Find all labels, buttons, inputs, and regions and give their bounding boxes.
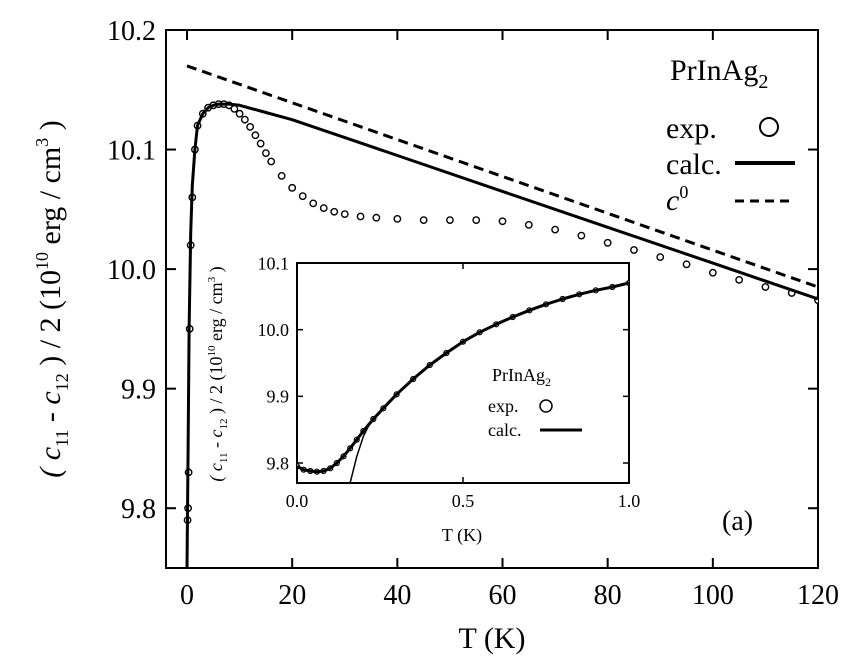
calc-line bbox=[185, 102, 818, 568]
y-tick-label: 10.2 bbox=[107, 16, 156, 47]
y-tick-label: 10.0 bbox=[107, 255, 156, 286]
exp-data-point bbox=[682, 260, 691, 269]
exp-data-point bbox=[277, 171, 286, 180]
main-legend-calc-label: calc. bbox=[666, 148, 722, 181]
x-tick-label: 80 bbox=[594, 580, 622, 611]
y-tick-label: 10.1 bbox=[258, 253, 290, 273]
exp-data-point bbox=[524, 220, 533, 229]
main-x-axis-label: T (K) bbox=[459, 622, 526, 655]
exp-data-point bbox=[256, 139, 265, 148]
inset-series bbox=[297, 279, 629, 483]
exp-data-point bbox=[656, 253, 665, 262]
main-legend-exp-label: exp. bbox=[666, 112, 717, 145]
inset-y-ticks: 9.8 9.9 10.0 10.1 bbox=[258, 253, 629, 473]
main-x-ticks: 0 20 40 60 80 100 120 bbox=[180, 30, 839, 611]
exp-data-point bbox=[393, 214, 402, 223]
y-tick-label: 9.8 bbox=[121, 494, 156, 525]
exp-data-point bbox=[262, 149, 270, 158]
main-y-axis-label: ( c11 - c12 ) / 2 (1010 erg / cm3 ) bbox=[32, 120, 72, 478]
exp-data-point bbox=[251, 131, 260, 140]
exp-data-point bbox=[603, 238, 612, 247]
main-legend: PrInAg2 exp. calc. c0 bbox=[666, 54, 795, 217]
exp-data-point bbox=[240, 115, 249, 124]
exp-data-point bbox=[330, 207, 339, 216]
x-tick-label: 0.5 bbox=[452, 491, 475, 511]
main-series bbox=[183, 64, 818, 568]
x-tick-label: 120 bbox=[797, 580, 839, 611]
inset-x-ticks: 0.0 0.5 1.0 bbox=[286, 263, 641, 511]
inset-y-axis-label: ( c11 - c12 ) / 2 (1010 erg / cm3 ) bbox=[206, 266, 230, 481]
inset-legend-title: PrInAg2 bbox=[492, 365, 551, 389]
x-tick-label: 60 bbox=[489, 580, 517, 611]
exp-data-point bbox=[309, 199, 318, 208]
exp-data-point bbox=[267, 157, 276, 166]
y-tick-label: 9.9 bbox=[121, 374, 156, 405]
calc-line bbox=[297, 281, 629, 474]
main-y-ticks: 9.8 9.9 10.0 10.1 10.2 bbox=[107, 16, 818, 525]
inset-legend: PrInAg2 exp. calc. bbox=[488, 365, 582, 440]
exp-data-point bbox=[319, 204, 328, 213]
calc-thin-line bbox=[349, 412, 381, 483]
x-tick-label: 40 bbox=[383, 580, 411, 611]
exp-data-point bbox=[230, 105, 239, 113]
x-tick-label: 100 bbox=[692, 580, 734, 611]
exp-data-point bbox=[472, 216, 481, 224]
inset-legend-exp-marker bbox=[539, 399, 553, 413]
exp-data-point bbox=[419, 216, 428, 224]
main-legend-title: PrInAg2 bbox=[670, 54, 768, 93]
x-tick-label: 0 bbox=[180, 580, 194, 611]
exp-data-point bbox=[761, 283, 770, 291]
exp-data-point bbox=[735, 275, 744, 284]
x-tick-label: 0.0 bbox=[286, 491, 309, 511]
inset-legend-exp-label: exp. bbox=[488, 396, 519, 416]
x-tick-label: 1.0 bbox=[618, 491, 641, 511]
exp-data-point bbox=[498, 217, 507, 226]
inset-x-axis-label: T (K) bbox=[442, 525, 482, 546]
exp-data-point bbox=[298, 192, 307, 201]
exp-data-point bbox=[356, 212, 365, 221]
exp-data-point bbox=[340, 210, 349, 219]
exp-data-point bbox=[446, 216, 454, 224]
y-tick-label: 10.0 bbox=[258, 320, 290, 340]
x-tick-label: 20 bbox=[278, 580, 306, 611]
inset-plot: 0.0 0.5 1.0 9.8 9.9 10.0 10.1 T (K) ( c11 - c… bbox=[206, 253, 640, 546]
exp-data-point bbox=[372, 213, 381, 222]
panel-label: (a) bbox=[722, 506, 753, 537]
exp-data-point bbox=[630, 246, 638, 254]
inset-legend-calc-label: calc. bbox=[488, 420, 521, 440]
exp-data-point bbox=[246, 122, 255, 131]
exp-data-point bbox=[288, 183, 297, 192]
exp-data-point bbox=[235, 109, 244, 118]
main-legend-exp-marker bbox=[759, 117, 779, 137]
main-legend-c0-label: c0 bbox=[666, 182, 688, 217]
y-tick-label: 10.1 bbox=[107, 135, 156, 166]
exp-data-point bbox=[577, 231, 586, 240]
y-tick-label: 9.9 bbox=[267, 387, 290, 407]
main-plot: 0 20 40 60 80 100 120 9.8 9.9 10.0 10.1 10.2 T (K)… bbox=[32, 16, 839, 655]
exp-data-point bbox=[551, 225, 559, 234]
y-tick-label: 9.8 bbox=[267, 453, 290, 473]
exp-data-point bbox=[708, 268, 717, 277]
